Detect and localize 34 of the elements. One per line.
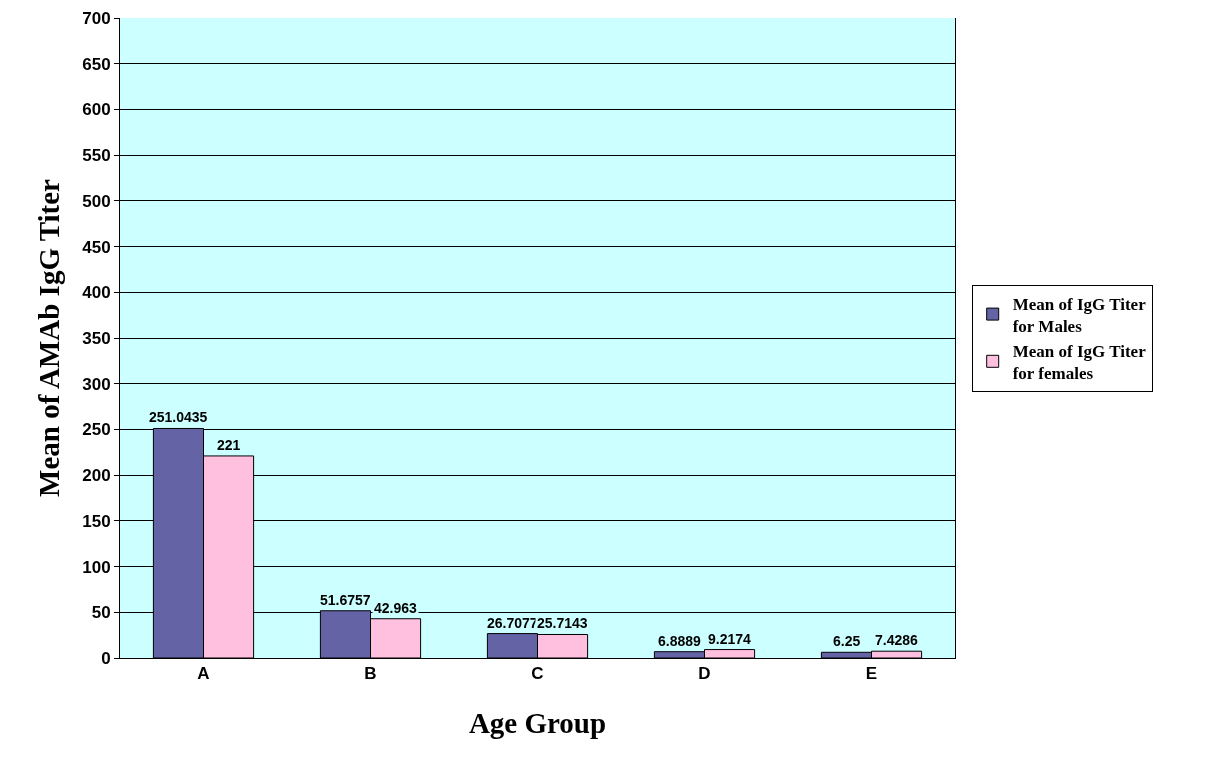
data-label: 6.25 [833,633,861,649]
x-axis-title: Age Group [468,707,607,740]
y-tick-label: 200 [82,466,111,486]
y-tick-label: 600 [82,100,111,120]
y-tick-label: 350 [82,328,111,348]
y-tick-label: 0 [101,648,111,668]
y-tick-label: 250 [82,420,111,440]
data-label: 26.7077 [487,615,538,631]
y-tick-label: 300 [82,374,111,394]
data-label: 221 [217,437,241,453]
y-tick-label: 100 [82,557,111,577]
x-tick-label: D [698,664,711,684]
data-label: 9.2174 [708,631,752,647]
legend-label: Mean of IgG Titer for Males [1012,294,1147,336]
x-tick-label: E [865,664,878,684]
data-label: 25.7143 [537,615,588,631]
y-axis-title: Mean of AMAb IgG Titer [32,178,65,497]
y-tick-label: 150 [82,511,111,531]
x-tick-label: A [197,664,210,684]
x-tick-label: C [531,664,544,684]
y-tick-label: 650 [82,54,111,74]
data-label: 51.6757 [320,592,371,608]
y-tick-label: 700 [82,8,111,28]
y-tick-label: 500 [82,191,111,211]
y-tick-label: 400 [82,283,111,303]
data-label: 6.8889 [658,633,702,649]
data-label: 42.963 [374,600,418,616]
data-label: 7.4286 [875,632,919,648]
y-tick-label: 550 [82,146,111,166]
x-tick-label: B [364,664,377,684]
data-label: 251.0435 [149,409,208,425]
y-tick-label: 450 [82,237,111,257]
y-tick-label: 50 [91,603,111,623]
legend-label: Mean of IgG Titer for females [1012,341,1147,383]
